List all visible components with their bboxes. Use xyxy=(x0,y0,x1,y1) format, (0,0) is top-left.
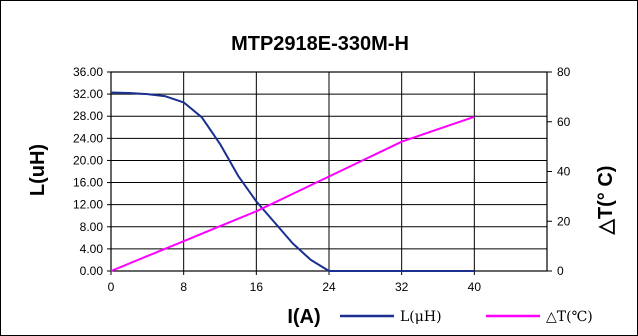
y2-axis-label: △T(° C) xyxy=(595,166,617,236)
y2-axis-ticks: 0 20 40 60 80 xyxy=(547,65,571,278)
x-tick-label: 24 xyxy=(322,280,336,294)
legend: L(μH) △T(℃) xyxy=(340,309,593,325)
y2-tick-label: 20 xyxy=(557,214,571,228)
x-tick-label: 40 xyxy=(468,280,482,294)
series-line-inductance xyxy=(110,91,475,272)
legend-label-temperature: △T(℃) xyxy=(546,309,593,325)
y-tick-label: 36.00 xyxy=(73,65,103,79)
y2-tick-label: 40 xyxy=(557,165,571,179)
x-tick-label: 16 xyxy=(250,280,264,294)
y-axis-label: L(uH) xyxy=(27,144,49,196)
y-tick-label: 0.00 xyxy=(80,264,104,278)
y-tick-label: 20.00 xyxy=(73,153,103,167)
y2-tick-label: 60 xyxy=(557,115,571,129)
y-tick-label: 32.00 xyxy=(73,87,103,101)
y2-tick-label: 80 xyxy=(557,65,571,79)
series-line-temperature-rise xyxy=(110,115,475,272)
y-tick-label: 4.00 xyxy=(80,242,104,256)
x-tick-label: 0 xyxy=(108,280,115,294)
y-tick-label: 24.00 xyxy=(73,131,103,145)
y-tick-label: 16.00 xyxy=(73,176,103,190)
x-axis-label: I(A) xyxy=(287,306,320,328)
series-lines xyxy=(110,91,475,272)
y-tick-label: 28.00 xyxy=(73,109,103,123)
x-tick-label: 8 xyxy=(180,280,187,294)
y-axis-ticks: 0.00 4.00 8.00 12.00 16.00 20.00 24.00 28.00 32.… xyxy=(73,65,111,278)
y-tick-label: 12.00 xyxy=(73,198,103,212)
legend-label-inductance: L(μH) xyxy=(400,309,442,325)
y-tick-label: 8.00 xyxy=(80,220,104,234)
grid xyxy=(110,71,548,272)
x-tick-label: 32 xyxy=(395,280,409,294)
y2-tick-label: 0 xyxy=(557,264,564,278)
chart-title: MTP2918E-330M-H xyxy=(231,33,409,55)
x-axis-ticks: 0 8 16 24 32 40 xyxy=(108,271,482,294)
